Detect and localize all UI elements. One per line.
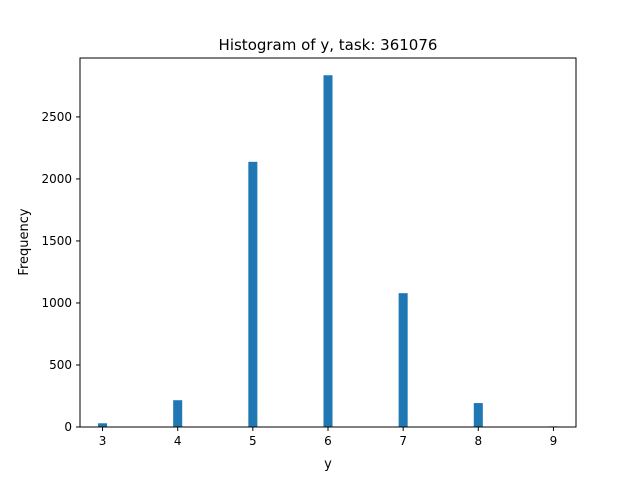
chart-title: Histogram of y, task: 361076: [219, 36, 438, 54]
x-tick-label: 3: [99, 434, 107, 448]
bars-group: [98, 75, 558, 428]
x-tick-label: 4: [174, 434, 182, 448]
histogram-bar-5: [248, 161, 258, 427]
y-tick-label: 2500: [41, 110, 72, 124]
x-axis-ticks: 3 4 5 6 7 8 9: [99, 427, 558, 448]
x-tick-label: 9: [550, 434, 558, 448]
y-axis-label: Frequency: [17, 208, 32, 275]
histogram-bar-4: [173, 400, 183, 427]
histogram-bar-8: [473, 403, 483, 427]
x-tick-label: 8: [474, 434, 482, 448]
x-tick-label: 7: [399, 434, 407, 448]
y-tick-label: 500: [49, 358, 72, 372]
x-axis-label: y: [324, 457, 332, 472]
x-tick-label: 6: [324, 434, 332, 448]
histogram-bar-3: [98, 423, 108, 427]
y-tick-label: 0: [64, 420, 72, 434]
plot-frame: [79, 57, 577, 428]
y-tick-label: 1000: [41, 296, 72, 310]
histogram-bar-7: [398, 293, 408, 427]
histogram-bar-6: [323, 75, 333, 428]
y-tick-label: 2000: [41, 172, 72, 186]
x-tick-label: 5: [249, 434, 257, 448]
y-tick-label: 1500: [41, 234, 72, 248]
y-axis-ticks: 0 500 1000 1500 2000 2500: [41, 110, 80, 434]
